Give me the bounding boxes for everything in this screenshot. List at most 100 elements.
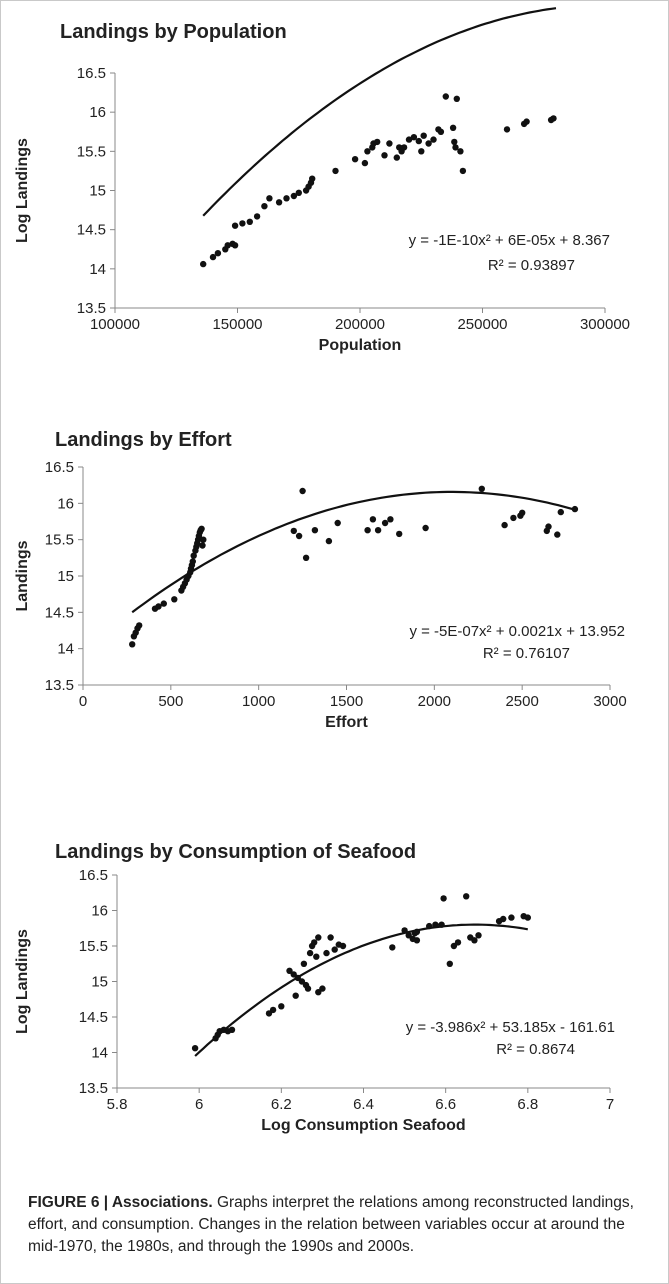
data-point bbox=[387, 516, 394, 523]
data-point bbox=[311, 527, 319, 534]
x-tick-label: 2500 bbox=[505, 693, 538, 710]
r-squared-label: R² = 0.93897 bbox=[488, 257, 575, 274]
population-chart: Landings by Population 13.5 14 14.5 15 15.5 16… bbox=[14, 7, 630, 354]
data-point bbox=[430, 136, 437, 143]
data-point bbox=[315, 989, 322, 996]
data-point bbox=[286, 967, 293, 974]
y-tick-label: 14.5 bbox=[77, 222, 106, 239]
data-point bbox=[508, 914, 515, 921]
data-point bbox=[191, 1045, 199, 1052]
r-squared-label: R² = 0.76107 bbox=[483, 645, 570, 662]
data-point bbox=[309, 175, 316, 182]
data-point bbox=[327, 934, 334, 941]
data-point bbox=[290, 527, 297, 535]
data-point bbox=[410, 134, 418, 141]
data-point bbox=[275, 199, 283, 206]
data-point bbox=[450, 942, 458, 950]
data-point bbox=[331, 946, 338, 953]
y-tick-label: 16 bbox=[89, 104, 106, 121]
data-point bbox=[306, 949, 314, 957]
x-tick-label: 200000 bbox=[335, 316, 385, 333]
data-point bbox=[418, 148, 425, 155]
data-point bbox=[400, 144, 408, 151]
data-point bbox=[478, 485, 485, 492]
data-point bbox=[155, 603, 162, 610]
chart-title: Landings by Population bbox=[60, 21, 287, 43]
data-point bbox=[266, 195, 273, 202]
data-point bbox=[369, 516, 377, 523]
chart-title: Landings by Consumption of Seafood bbox=[55, 841, 416, 863]
data-point bbox=[334, 519, 341, 527]
x-tick-label: 500 bbox=[158, 693, 183, 710]
data-point bbox=[198, 525, 205, 532]
data-point bbox=[389, 944, 396, 951]
data-point bbox=[415, 137, 422, 145]
data-point bbox=[228, 1026, 236, 1033]
data-point bbox=[364, 148, 371, 155]
y-axis-label: Log Landings bbox=[14, 929, 31, 1034]
y-tick-label: 13.5 bbox=[79, 1080, 108, 1097]
y-tick-label: 16.5 bbox=[77, 65, 106, 82]
data-point bbox=[311, 939, 318, 946]
data-point bbox=[422, 524, 429, 532]
data-point bbox=[413, 928, 421, 935]
data-point bbox=[246, 218, 253, 225]
y-tick-label: 16 bbox=[91, 903, 108, 920]
data-point bbox=[302, 554, 310, 561]
y-axis-label: Log Landings bbox=[14, 138, 31, 243]
data-point bbox=[290, 192, 298, 200]
data-point bbox=[475, 932, 482, 939]
y-tick-label: 14 bbox=[89, 261, 106, 278]
y-tick-label: 14 bbox=[57, 641, 74, 658]
data-point bbox=[571, 505, 579, 513]
data-point bbox=[189, 558, 196, 565]
x-tick-label: 250000 bbox=[457, 316, 507, 333]
data-point bbox=[503, 126, 511, 133]
data-point bbox=[292, 992, 299, 999]
data-point bbox=[200, 536, 207, 543]
x-tick-label: 1500 bbox=[330, 693, 363, 710]
data-point bbox=[510, 514, 517, 522]
data-point bbox=[298, 978, 306, 985]
data-point bbox=[304, 985, 312, 992]
x-tick-label: 300000 bbox=[580, 316, 630, 333]
data-point bbox=[500, 915, 507, 923]
data-point bbox=[231, 242, 239, 249]
data-point bbox=[339, 942, 347, 950]
data-point bbox=[396, 530, 403, 538]
trendline bbox=[131, 490, 576, 614]
trendline-equation: y = -1E-10x² + 6E-05x + 8.367 bbox=[409, 232, 610, 249]
data-point bbox=[420, 132, 427, 139]
data-point bbox=[319, 985, 326, 992]
data-point bbox=[432, 921, 439, 928]
x-tick-label: 2000 bbox=[418, 693, 451, 710]
data-point bbox=[457, 148, 464, 155]
data-point bbox=[440, 895, 447, 902]
y-tick-label: 15 bbox=[89, 183, 106, 200]
x-tick-label: 1000 bbox=[242, 693, 275, 710]
data-point bbox=[554, 531, 561, 538]
y-tick-label: 15.5 bbox=[79, 938, 108, 955]
data-point bbox=[231, 222, 239, 229]
data-point bbox=[405, 932, 412, 939]
data-point bbox=[351, 156, 359, 163]
x-tick-label: 6.4 bbox=[353, 1096, 374, 1113]
data-point bbox=[295, 189, 302, 196]
y-tick-label: 15.5 bbox=[77, 143, 106, 160]
data-point bbox=[253, 213, 261, 220]
data-point bbox=[393, 154, 400, 161]
x-tick-label: 3000 bbox=[593, 693, 626, 710]
data-point bbox=[501, 521, 508, 529]
data-point bbox=[454, 939, 462, 946]
y-axis-label: Landings bbox=[14, 540, 31, 611]
data-point bbox=[374, 527, 382, 534]
data-point bbox=[459, 167, 467, 175]
x-tick-label: 6.2 bbox=[271, 1096, 292, 1113]
caption-text: Graphs interpret the relations among rec… bbox=[28, 1194, 634, 1255]
r-squared-label: R² = 0.8674 bbox=[496, 1041, 575, 1058]
y-tick-label: 14 bbox=[91, 1045, 108, 1062]
y-tick-label: 16.5 bbox=[45, 459, 74, 476]
x-tick-label: 100000 bbox=[90, 316, 140, 333]
data-point bbox=[299, 487, 306, 495]
x-tick-label: 7 bbox=[606, 1096, 614, 1113]
